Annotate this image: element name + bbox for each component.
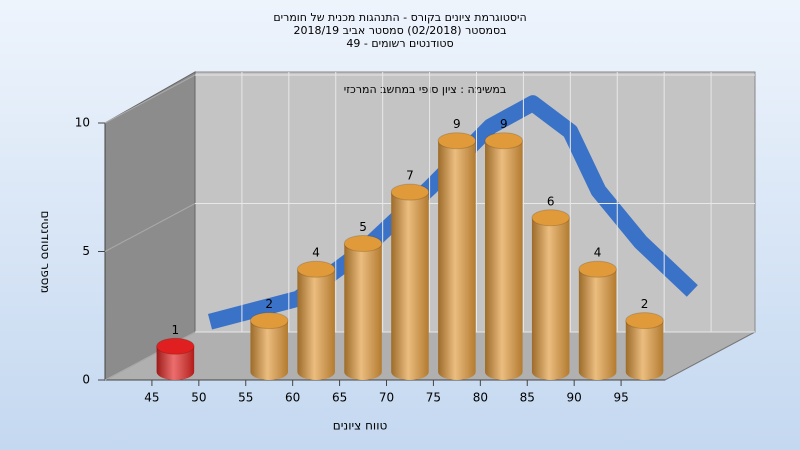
x-tick-label: 85 — [520, 391, 535, 405]
chart-subtitle: סטודנטים רשומים - 49 — [346, 37, 453, 50]
x-tick-label: 95 — [613, 391, 628, 405]
grid-line — [104, 74, 196, 124]
bar-top — [249, 312, 289, 330]
x-tick-label: 90 — [567, 391, 582, 405]
bar — [485, 140, 523, 380]
x-tick-label: 60 — [285, 391, 300, 405]
bar-top — [343, 235, 383, 252]
y-tick-label: 5 — [82, 244, 90, 258]
y-axis-label: מספר סטודנטים — [39, 211, 53, 294]
bar-top — [296, 260, 336, 278]
bar-top — [531, 209, 570, 227]
bar — [531, 217, 570, 380]
bar-top — [484, 132, 524, 150]
x-axis-label: טווח ציונים — [333, 419, 388, 433]
bar — [625, 320, 664, 380]
value-label: 5 — [359, 220, 367, 234]
value-label: 9 — [453, 117, 461, 131]
value-label: 4 — [312, 246, 320, 260]
value-label: 4 — [594, 246, 602, 260]
value-label: 6 — [547, 194, 555, 208]
x-tick-label: 65 — [332, 391, 347, 405]
y-tick-label: 0 — [82, 373, 90, 387]
bar — [438, 140, 476, 380]
bar — [156, 346, 195, 380]
value-label: 7 — [406, 169, 414, 183]
bar — [297, 269, 335, 380]
value-label: 2 — [641, 297, 649, 311]
annotation: במשימה : ציון סופי במחשב המרכזי — [344, 83, 507, 96]
x-tick-label: 70 — [379, 391, 394, 405]
left-wall — [104, 71, 196, 381]
bar-top — [437, 132, 477, 150]
value-label: 9 — [500, 117, 508, 131]
bar-top — [390, 183, 430, 201]
bar-top — [578, 260, 617, 278]
bar — [344, 243, 382, 380]
bar — [578, 269, 617, 380]
value-label: 2 — [265, 297, 273, 311]
x-tick-label: 80 — [473, 391, 488, 405]
x-tick-label: 55 — [238, 391, 253, 405]
chart-subtitle: בסמסטר (02/2018) סמסטר אביב 2018/19 — [293, 24, 506, 37]
value-label: 1 — [172, 323, 180, 337]
chart-title: היסטוגרמת ציונים בקורס - התנהגות מכנית ש… — [273, 11, 526, 24]
bar — [250, 320, 288, 380]
grid-line — [104, 203, 196, 252]
x-tick-label: 75 — [426, 391, 441, 405]
bar — [391, 192, 429, 380]
bar-top — [156, 337, 195, 355]
x-tick-label: 50 — [191, 391, 206, 405]
x-tick-label: 45 — [144, 391, 159, 405]
bar-top — [625, 312, 664, 330]
y-tick-label: 10 — [75, 116, 90, 130]
